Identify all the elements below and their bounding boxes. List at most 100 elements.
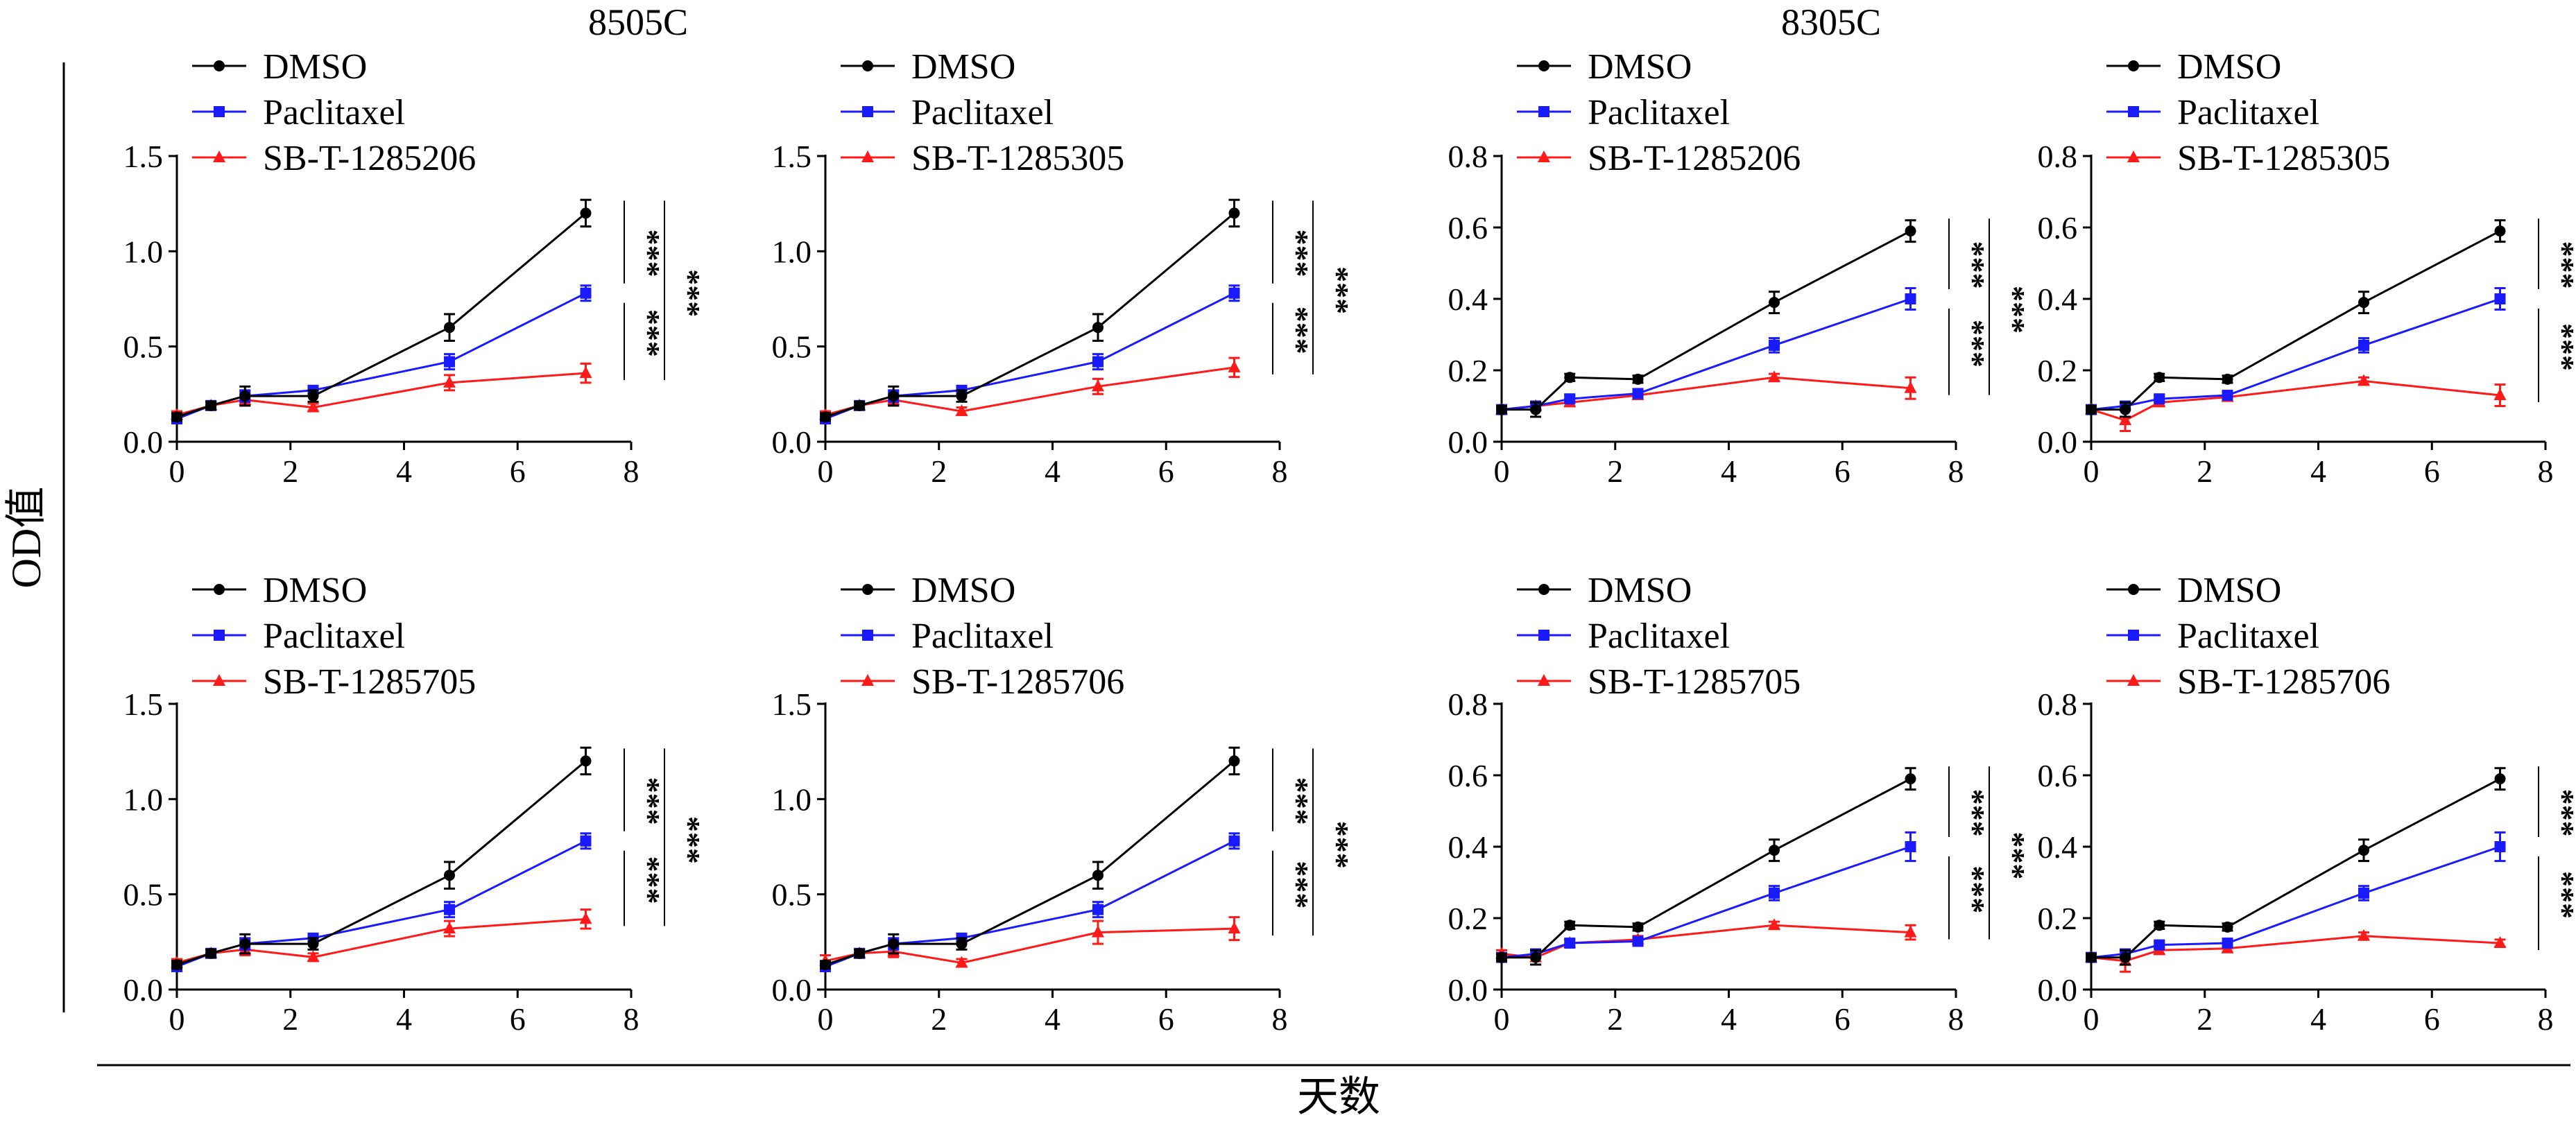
- panel-7-chart: 0.0 0.2 0.4 0.6 0.8 0 2 4 6 8 DMSO Paclitaxel SB-T-1…: [2038, 571, 2576, 1037]
- panel-3-series-0-point: [2120, 404, 2131, 415]
- panel-3-sig-label-0: ***: [2545, 241, 2576, 289]
- panel-7-series-0-point: [2086, 951, 2097, 963]
- panel-1-series-0-point: [1228, 207, 1240, 219]
- panel-2-ytick-label: 0.0: [1448, 424, 1488, 460]
- panel-1-xtick-label: 4: [1045, 454, 1061, 489]
- panel-1-series-0-line: [825, 212, 1235, 418]
- panel-7-ytick-label: 0.8: [2038, 687, 2078, 722]
- panel-0-series-2-line: [176, 372, 586, 416]
- panel-0-legend: DMSO Paclitaxel SB-T-1285206: [192, 47, 476, 178]
- panel-4-series-0-point: [444, 870, 455, 881]
- panel-1-chart: 0.0 0.5 1.0 1.5 0 2 4 6 8 DMSO Paclitaxel SB-T-1285…: [772, 47, 1356, 489]
- panel-2-xtick-label: 2: [1607, 454, 1623, 489]
- panel-3-series-0-point: [2086, 404, 2097, 415]
- panel-1-sig-label-0: ***: [1280, 230, 1315, 277]
- panel-6-series-2-point: [1768, 918, 1780, 931]
- panel-7-legend-label-0: DMSO: [2177, 571, 2281, 610]
- panel-7-xtick-label: 6: [2424, 1001, 2440, 1037]
- panel-1-series-1: [820, 284, 1240, 425]
- group-title-8305C: 8305C: [1781, 1, 1881, 43]
- panel-0-xtick-label: 8: [624, 454, 639, 489]
- panel-0-legend-label-1: Paclitaxel: [263, 93, 405, 132]
- panel-4-legend-marker-0: [214, 584, 225, 595]
- panel-1-series-2-line: [825, 366, 1235, 416]
- panel-5-legend-label-1: Paclitaxel: [911, 616, 1054, 656]
- panel-5-legend-marker-1: [862, 630, 873, 641]
- panel-7-ytick-label: 0.0: [2038, 972, 2078, 1008]
- panel-2-series-1-point: [1564, 393, 1576, 405]
- panel-6-series-1-point: [1905, 841, 1916, 852]
- panel-6-series-1-point: [1564, 938, 1576, 949]
- panel-5-series-0: [820, 746, 1240, 971]
- panel-4-legend: DMSO Paclitaxel SB-T-1285705: [192, 571, 476, 702]
- panel-6-series-1-point: [1769, 887, 1780, 899]
- panel-3-ytick-label: 0.6: [2038, 210, 2078, 245]
- panel-3-legend-marker-1: [2128, 106, 2139, 117]
- panel-3-series-1-line: [2090, 297, 2500, 411]
- panel-3-xtick-label: 2: [2197, 454, 2213, 489]
- panel-4-sig-label-0: ***: [631, 777, 667, 825]
- panel-7-xtick-label: 2: [2197, 1001, 2213, 1037]
- panel-4-legend-label-0: DMSO: [263, 571, 367, 610]
- panel-5-series-0-point: [820, 959, 831, 971]
- panel-3-series-0-point: [2222, 373, 2233, 385]
- panel-5-series-2-point: [955, 956, 968, 968]
- panel-5-ytick-label: 1.5: [772, 687, 812, 722]
- panel-2-xtick-label: 6: [1835, 454, 1851, 489]
- panel-2-series-1-point: [1632, 388, 1644, 399]
- panel-4-ytick-label: 0.5: [123, 877, 164, 913]
- panel-2-series-0-point: [1564, 372, 1576, 383]
- panel-4-series-0-point: [239, 938, 251, 950]
- panel-2-series-0-line: [1502, 230, 1912, 411]
- panel-5-series-0-point: [888, 938, 900, 950]
- panel-3-series-1-point: [2154, 393, 2165, 405]
- panel-1-sig-label-2: ***: [1320, 266, 1355, 314]
- panel-7-series-0-point: [2222, 921, 2233, 933]
- panel-6-ytick-label: 0.8: [1448, 687, 1488, 722]
- panel-0-series-0-point: [171, 411, 182, 423]
- panel-4-series-1-point: [580, 835, 592, 847]
- panel-2-series-1-line: [1501, 297, 1911, 411]
- panel-0-series-2-point: [307, 400, 320, 413]
- x-axis-title: 天数: [1297, 1074, 1380, 1120]
- panel-3-xtick-label: 4: [2310, 454, 2326, 489]
- panel-2-legend-marker-0: [1538, 60, 1549, 71]
- panel-5-sig-label-0: ***: [1280, 777, 1315, 825]
- panel-6-sig-label-1: ***: [1956, 865, 1991, 913]
- panel-3-series-2: [2085, 374, 2507, 433]
- group-title-8505C: 8505C: [588, 1, 688, 43]
- panel-2-chart: 0.0 0.2 0.4 0.6 0.8 0 2 4 6 8 DMSO Paclitaxel SB-T-1…: [1448, 47, 2032, 489]
- panel-5-chart: 0.0 0.5 1.0 1.5 0 2 4 6 8 DMSO Paclitaxel SB-T-1285…: [772, 571, 1356, 1037]
- panel-7-series-1-point: [2358, 887, 2369, 899]
- panel-5-series-2-point: [1228, 922, 1241, 934]
- panel-6-ytick-label: 0.4: [1448, 829, 1488, 865]
- panel-3-series-2-point: [2493, 388, 2507, 401]
- panel-4-ytick-label: 1.5: [123, 687, 164, 722]
- panel-1-series-1-point: [1228, 287, 1240, 299]
- panel-5-series-1-point: [1092, 904, 1104, 915]
- panel-4-legend-marker-2: [213, 674, 225, 686]
- panel-1-xtick-label: 2: [931, 454, 947, 489]
- panel-4-series-0-point: [205, 947, 217, 959]
- panel-0-xtick-label: 6: [510, 454, 526, 489]
- panel-1-series-2: [819, 356, 1241, 420]
- panel-0-sig-label-0: ***: [631, 230, 667, 277]
- panel-2-series-2: [1495, 370, 1917, 415]
- panel-2-legend: DMSO Paclitaxel SB-T-1285206: [1517, 47, 1801, 178]
- panel-3-xtick-label: 6: [2424, 454, 2440, 489]
- panel-4-xtick-label: 6: [510, 1001, 526, 1037]
- panel-5-legend-label-0: DMSO: [911, 571, 1015, 610]
- panel-2-series-2-point: [1904, 381, 1917, 393]
- panel-0-sig-label-2: ***: [671, 269, 707, 317]
- panel-1-legend-label-1: Paclitaxel: [911, 93, 1054, 132]
- panel-6-series-1: [1496, 831, 1916, 963]
- panel-3-xtick-label: 8: [2538, 454, 2554, 489]
- panel-7-series-2-point: [2358, 929, 2370, 941]
- panel-2-series-1-point: [1769, 339, 1780, 351]
- panel-2-sig-label-0: ***: [1956, 241, 1991, 289]
- panel-3-ytick-label: 0.4: [2038, 282, 2078, 317]
- panel-0-series-0: [171, 198, 592, 423]
- panel-2-ytick-label: 0.4: [1448, 282, 1488, 317]
- panel-7-series-2-point: [2493, 936, 2507, 949]
- panel-2-series-0: [1496, 219, 1916, 418]
